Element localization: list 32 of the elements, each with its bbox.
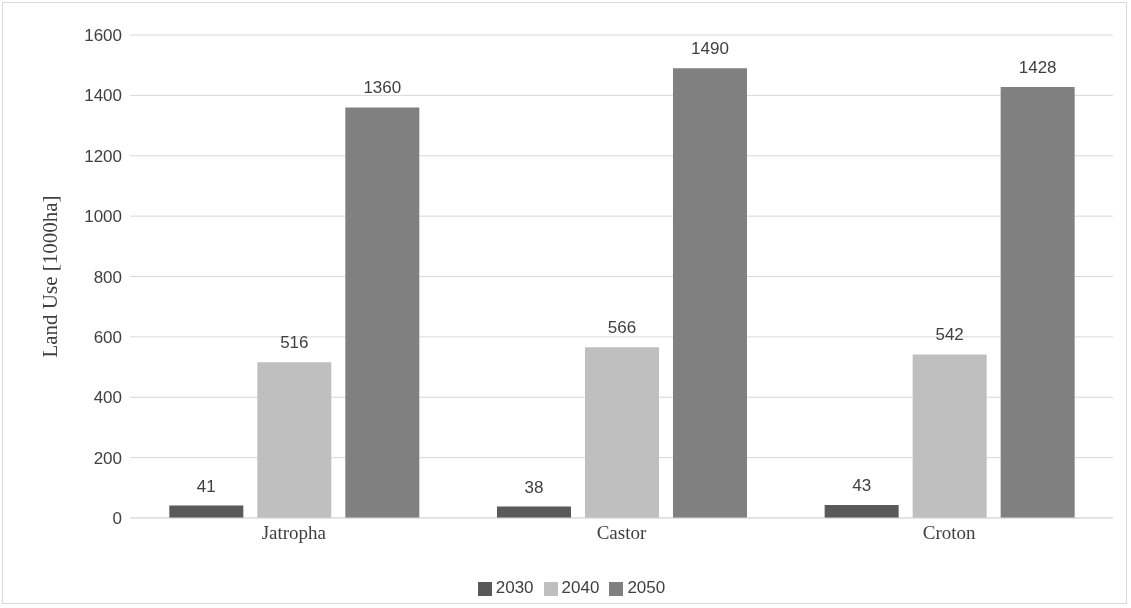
y-tick-label: 600 [93, 327, 122, 347]
data-label: 41 [196, 476, 216, 496]
y-tick-label: 0 [112, 509, 122, 529]
bar [345, 107, 420, 518]
bar [912, 354, 987, 518]
legend-label: 2030 [495, 578, 534, 597]
y-tick-label: 200 [93, 448, 122, 468]
x-tick-label: Croton [922, 522, 977, 544]
data-label: 566 [607, 318, 637, 338]
data-label: 38 [524, 477, 544, 497]
legend-label: 2050 [627, 578, 666, 597]
x-tick-label: Castor [596, 522, 647, 544]
bar [672, 68, 747, 518]
y-tick-label: 1400 [84, 86, 122, 106]
y-axis-title: Land Use [1000ha] [38, 195, 63, 358]
data-label: 542 [935, 325, 964, 345]
data-label: 1360 [363, 78, 402, 98]
data-label: 516 [280, 333, 309, 353]
data-label: 1490 [691, 39, 729, 59]
bar [257, 362, 332, 518]
data-label: 1428 [1018, 57, 1057, 77]
bar [584, 347, 659, 518]
y-tick-label: 1000 [84, 207, 122, 227]
legend-label: 2040 [561, 578, 600, 597]
y-tick-label: 400 [93, 388, 122, 408]
y-tick-label: 1200 [84, 146, 122, 166]
y-tick-label: 1600 [84, 26, 122, 46]
bar [1000, 86, 1075, 518]
data-label: 43 [852, 476, 872, 496]
y-tick-label: 800 [93, 267, 122, 287]
bar [824, 505, 899, 518]
x-tick-label: Jatropha [261, 522, 327, 544]
